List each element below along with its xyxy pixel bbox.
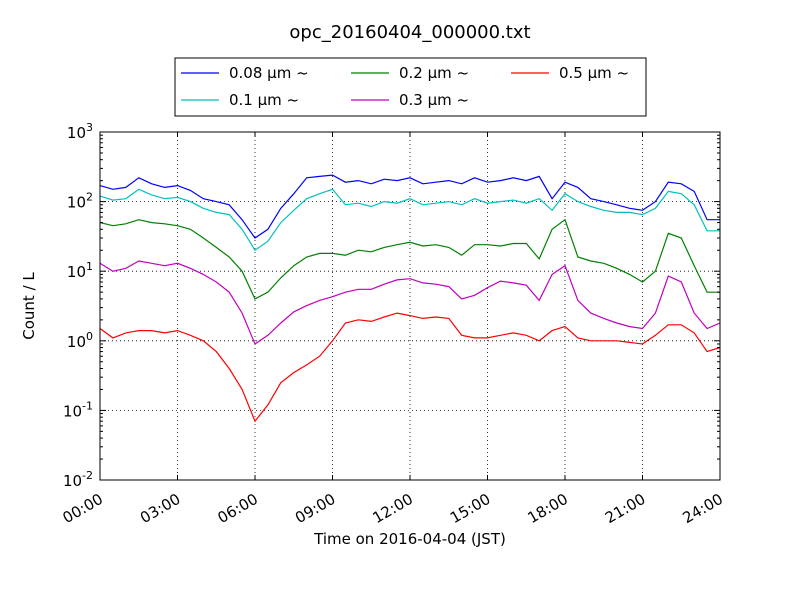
y-tick-label: 101 [67, 260, 93, 281]
x-tick-label: 18:00 [525, 490, 571, 527]
y-tick-label: 100 [67, 330, 93, 351]
legend-label: 0.2 μm ~ [399, 64, 469, 82]
series-line [99, 174, 720, 239]
legend-box [174, 57, 647, 117]
series-line [99, 260, 721, 345]
x-tick-label: 12:00 [370, 490, 416, 527]
x-axis-label: Time on 2016-04-04 (JST) [313, 530, 506, 548]
y-axis-label: Count / L [20, 272, 38, 340]
legend-label: 0.1 μm ~ [229, 91, 299, 109]
series-line [99, 312, 721, 423]
x-tick-label: 03:00 [137, 490, 183, 527]
y-tick-label: 102 [67, 191, 93, 212]
legend-label: 0.3 μm ~ [399, 91, 469, 109]
x-tick-label: 24:00 [680, 490, 726, 527]
plot-area [100, 132, 720, 480]
x-tick-label: 09:00 [292, 490, 338, 527]
x-tick-label: 06:00 [215, 490, 261, 527]
legend: 0.08 μm ~ 0.1 μm ~ 0.2 μm ~ 0.3 μm ~ 0.5 μm … [174, 57, 647, 117]
series-line [99, 218, 720, 300]
x-tick-label: 21:00 [602, 490, 648, 527]
chart-title: opc_20160404_000000.txt [289, 22, 530, 43]
legend-label: 0.5 μm ~ [559, 64, 629, 82]
x-tick-label: 15:00 [447, 490, 493, 527]
legend-label: 0.08 μm ~ [229, 64, 309, 82]
x-tick-label: 00:00 [60, 490, 106, 527]
y-tick-label: 10-2 [63, 469, 93, 490]
y-tick-label: 10-1 [63, 399, 93, 420]
series-lines [99, 174, 721, 423]
series-line [99, 188, 720, 252]
y-tick-label: 103 [67, 121, 93, 142]
